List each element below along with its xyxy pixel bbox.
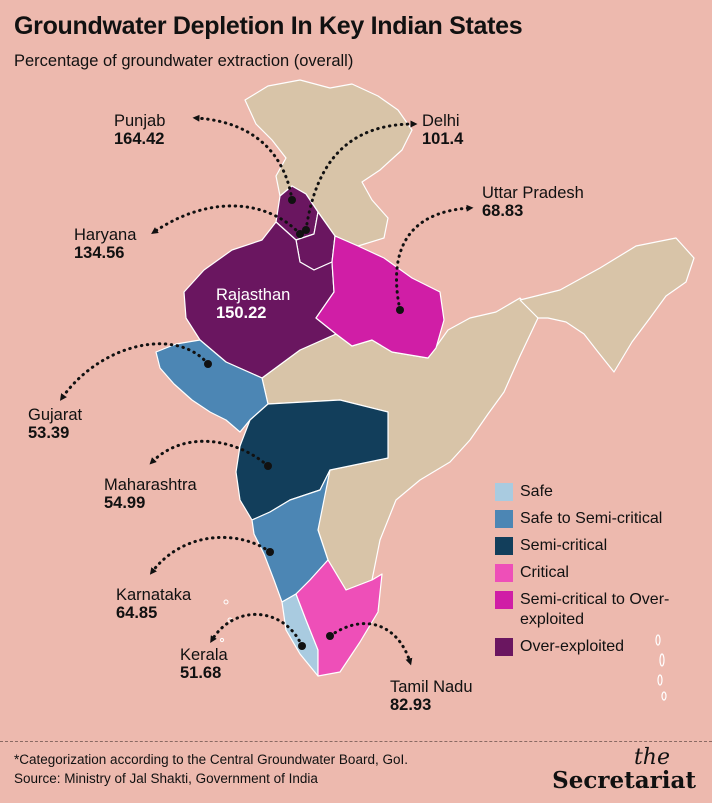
arrow-karnataka bbox=[149, 536, 272, 575]
legend-swatch bbox=[495, 510, 513, 528]
andaman-islands bbox=[655, 634, 667, 701]
legend-item-semi-critical: Semi-critical bbox=[495, 536, 680, 556]
label-uttar-pradesh-value: 68.83 bbox=[482, 202, 524, 221]
leader-arrows bbox=[59, 114, 474, 666]
label-haryana-name: Haryana bbox=[74, 226, 137, 244]
label-haryana-value: 134.56 bbox=[74, 244, 125, 263]
map-legend: Safe Safe to Semi-critical Semi-critical… bbox=[495, 482, 680, 664]
arrow-tamil-nadu bbox=[328, 622, 413, 666]
chart-subtitle: Percentage of groundwater extraction (ov… bbox=[14, 52, 354, 70]
legend-label: Semi-critical to Over-exploited bbox=[520, 591, 670, 628]
label-rajasthan: Rajasthan 150.22 bbox=[216, 286, 290, 323]
arrow-kerala bbox=[210, 613, 304, 648]
legend-swatch bbox=[495, 638, 513, 656]
label-tamil-nadu-value: 82.93 bbox=[390, 696, 432, 715]
state-rajasthan bbox=[183, 221, 337, 379]
label-punjab-name: Punjab bbox=[114, 112, 166, 130]
arrow-delhi bbox=[304, 120, 418, 232]
state-tamil-nadu bbox=[295, 559, 383, 677]
label-karnataka: Karnataka 64.85 bbox=[116, 586, 191, 623]
legend-item-semi-critical-to-over-exploited: Semi-critical to Over-exploited bbox=[495, 590, 680, 630]
legend-item-safe-to-semi-critical: Safe to Semi-critical bbox=[495, 509, 680, 529]
legend-swatch bbox=[495, 483, 513, 501]
arrow-gujarat bbox=[59, 342, 210, 401]
legend-item-safe: Safe bbox=[495, 482, 680, 502]
state-gujarat bbox=[155, 339, 269, 433]
label-tamil-nadu: Tamil Nadu 82.93 bbox=[390, 678, 473, 715]
label-delhi: Delhi 101.4 bbox=[422, 112, 463, 149]
label-delhi-value: 101.4 bbox=[422, 130, 464, 149]
label-kerala-value: 51.68 bbox=[180, 664, 222, 683]
label-maharashtra: Maharashtra 54.99 bbox=[104, 476, 197, 513]
brand-the: the bbox=[633, 745, 670, 770]
legend-item-over-exploited: Over-exploited bbox=[495, 637, 680, 657]
leader-dots bbox=[204, 196, 404, 650]
arrow-punjab bbox=[192, 114, 294, 202]
label-uttar-pradesh: Uttar Pradesh 68.83 bbox=[482, 184, 584, 221]
legend-swatch bbox=[495, 564, 513, 582]
region-north-east bbox=[519, 237, 695, 373]
label-rajasthan-value: 150.22 bbox=[216, 304, 267, 323]
label-tamil-nadu-name: Tamil Nadu bbox=[390, 678, 473, 696]
source-note: Source: Ministry of Jal Shakti, Governme… bbox=[14, 771, 318, 786]
label-gujarat-value: 53.39 bbox=[28, 424, 70, 443]
footer-divider bbox=[0, 741, 712, 742]
label-gujarat-name: Gujarat bbox=[28, 406, 83, 424]
arrow-maharashtra bbox=[149, 439, 270, 468]
label-punjab-value: 164.42 bbox=[114, 130, 165, 149]
legend-label: Safe bbox=[520, 483, 553, 500]
brand-name: Secretariat bbox=[552, 767, 696, 794]
label-karnataka-name: Karnataka bbox=[116, 586, 192, 604]
legend-item-critical: Critical bbox=[495, 563, 680, 583]
legend-label: Safe to Semi-critical bbox=[520, 510, 663, 527]
label-kerala-name: Kerala bbox=[180, 646, 228, 664]
arrow-uttar-pradesh bbox=[395, 204, 474, 312]
india-map bbox=[59, 79, 695, 701]
legend-label: Semi-critical bbox=[520, 537, 608, 554]
label-maharashtra-value: 54.99 bbox=[104, 494, 146, 513]
legend-swatch bbox=[495, 537, 513, 555]
legend-swatch bbox=[495, 591, 513, 609]
label-karnataka-value: 64.85 bbox=[116, 604, 158, 623]
brand-logo: the Secretariat bbox=[552, 745, 696, 794]
label-delhi-name: Delhi bbox=[422, 112, 460, 130]
legend-label: Critical bbox=[520, 564, 569, 581]
label-haryana: Haryana 134.56 bbox=[74, 226, 136, 263]
label-maharashtra-name: Maharashtra bbox=[104, 476, 197, 494]
footnote: *Categorization according to the Central… bbox=[14, 752, 408, 767]
label-rajasthan-name: Rajasthan bbox=[216, 286, 291, 304]
label-gujarat: Gujarat 53.39 bbox=[28, 406, 82, 443]
label-kerala: Kerala 51.68 bbox=[180, 646, 228, 683]
label-uttar-pradesh-name: Uttar Pradesh bbox=[482, 184, 584, 202]
label-punjab: Punjab 164.42 bbox=[114, 112, 165, 149]
chart-title: Groundwater Depletion In Key Indian Stat… bbox=[14, 12, 523, 40]
arrow-haryana bbox=[151, 204, 302, 236]
legend-label: Over-exploited bbox=[520, 638, 625, 655]
